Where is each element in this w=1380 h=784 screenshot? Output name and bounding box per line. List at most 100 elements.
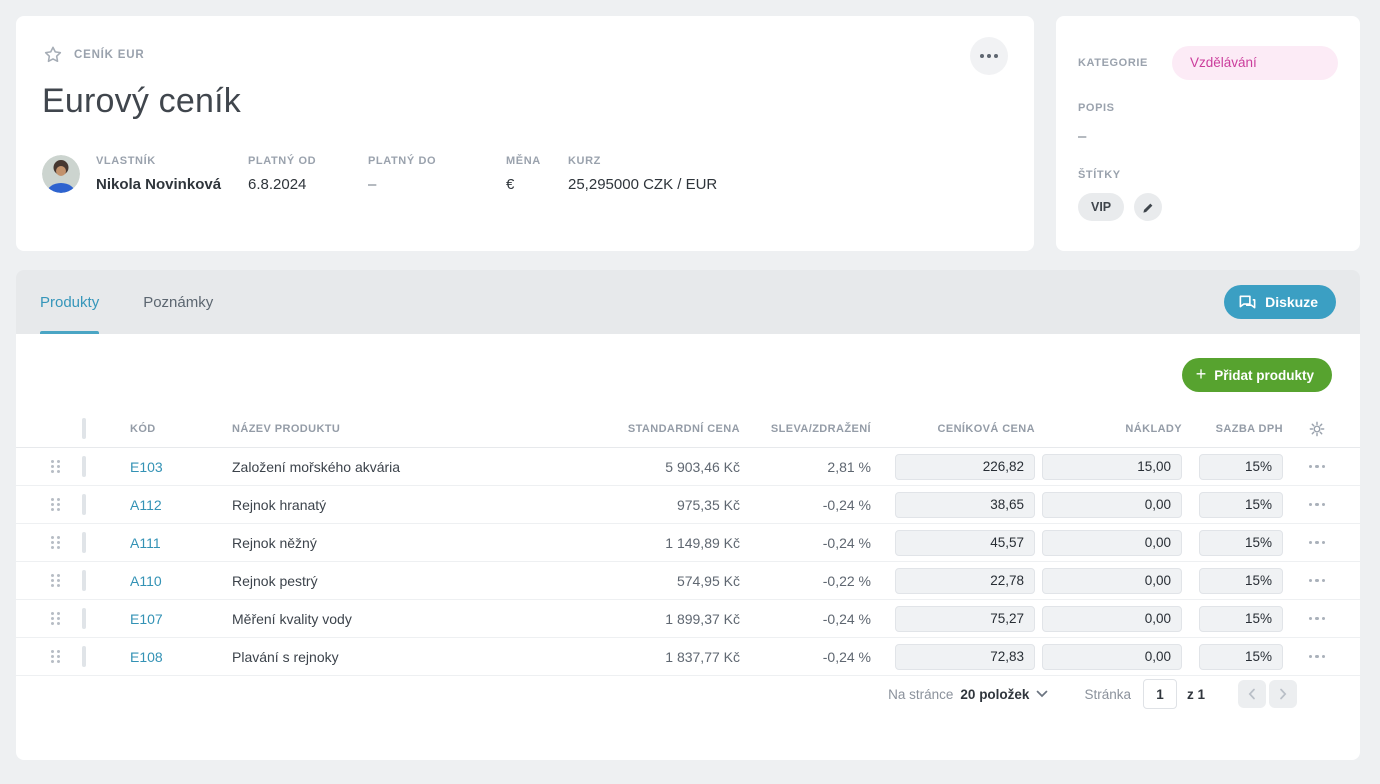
list-price-input[interactable] (895, 605, 1035, 632)
list-price-input[interactable] (895, 453, 1035, 480)
drag-handle-icon[interactable] (51, 650, 63, 663)
field-valid-from: PLATNÝ OD 6.8.2024 (248, 155, 317, 193)
drag-handle-icon[interactable] (51, 574, 63, 587)
col-standard-price: STANDARDNÍ CENA (627, 422, 740, 435)
standard-price-value: 1 899,37 Kč (665, 610, 740, 627)
tab-bar: Produkty Poznámky Diskuze (16, 270, 1360, 334)
row-checkbox[interactable] (82, 455, 86, 477)
gear-icon (1309, 421, 1325, 436)
change-percent-value: 2,81 % (827, 458, 871, 475)
costs-input[interactable] (1042, 605, 1182, 632)
vat-rate-input[interactable] (1199, 643, 1283, 670)
row-menu-button[interactable] (1307, 459, 1328, 475)
select-all-checkbox[interactable] (82, 417, 86, 439)
page-label: Stránka (1084, 686, 1131, 702)
col-change: SLEVA/ZDRAŽENÍ (770, 422, 871, 435)
vat-rate-input[interactable] (1199, 529, 1283, 556)
product-code-link[interactable]: A110 (130, 572, 162, 589)
chat-icon (1239, 295, 1256, 308)
tab-produkty[interactable]: Produkty (40, 270, 100, 334)
table-header-row: KÓD NÁZEV PRODUKTU STANDARDNÍ CENA SLEVA… (16, 410, 1360, 448)
owner-avatar (42, 155, 80, 193)
field-valid-to: PLATNÝ DO – (368, 155, 437, 193)
standard-price-value: 975,35 Kč (676, 496, 740, 513)
costs-input[interactable] (1042, 567, 1182, 594)
favorite-star-icon[interactable] (42, 44, 64, 66)
row-checkbox[interactable] (82, 493, 86, 515)
next-page-button[interactable] (1269, 680, 1297, 708)
drag-handle-icon[interactable] (51, 612, 63, 625)
row-checkbox[interactable] (82, 569, 86, 591)
change-percent-value: -0,24 % (822, 534, 871, 551)
description-value: – (1078, 128, 1087, 145)
prev-page-button[interactable] (1238, 680, 1266, 708)
row-checkbox[interactable] (82, 531, 86, 553)
row-checkbox[interactable] (82, 607, 86, 629)
product-code-link[interactable]: A112 (130, 496, 162, 513)
list-price-input[interactable] (895, 491, 1035, 518)
per-page-select[interactable]: Na stránce 20 položek (888, 687, 1048, 702)
table-settings-button[interactable] (1299, 420, 1335, 438)
row-menu-button[interactable] (1307, 573, 1328, 589)
chevron-right-icon (1280, 688, 1287, 700)
product-code-link[interactable]: E107 (130, 610, 163, 627)
list-price-input[interactable] (895, 529, 1035, 556)
field-currency: MĚNA € (506, 155, 541, 193)
plus-icon: + (1195, 364, 1207, 384)
costs-input[interactable] (1042, 643, 1182, 670)
vat-rate-input[interactable] (1199, 605, 1283, 632)
table-row: E103 Založení mořského akvária 5 903,46 … (16, 448, 1360, 486)
vat-rate-input[interactable] (1199, 491, 1283, 518)
col-costs: NÁKLADY (1125, 422, 1182, 435)
record-type-label: CENÍK EUR (74, 49, 145, 61)
tags-label: ŠTÍTKY (1078, 169, 1121, 181)
field-exchange-rate: KURZ 25,295000 CZK / EUR (568, 155, 718, 193)
add-products-button[interactable]: + Přidat produkty (1181, 358, 1332, 392)
row-menu-button[interactable] (1307, 649, 1328, 665)
product-code-link[interactable]: E103 (130, 458, 163, 475)
page-total: z 1 (1186, 686, 1205, 702)
costs-input[interactable] (1042, 491, 1182, 518)
change-percent-value: -0,24 % (822, 610, 871, 627)
col-code: KÓD (130, 422, 156, 435)
description-label: POPIS (1078, 102, 1115, 114)
drag-handle-icon[interactable] (51, 460, 63, 473)
table-body: E103 Založení mořského akvária 5 903,46 … (16, 448, 1360, 676)
standard-price-value: 1 149,89 Kč (665, 534, 740, 551)
discussion-button[interactable]: Diskuze (1224, 285, 1336, 319)
product-code-link[interactable]: A111 (130, 534, 161, 551)
change-percent-value: -0,24 % (822, 648, 871, 665)
vat-rate-input[interactable] (1199, 453, 1283, 480)
product-name: Rejnok pestrý (232, 572, 318, 589)
standard-price-value: 574,95 Kč (676, 572, 740, 589)
product-name: Měření kvality vody (232, 610, 352, 627)
table-row: A110 Rejnok pestrý 574,95 Kč -0,22 % (16, 562, 1360, 600)
change-percent-value: -0,22 % (822, 572, 871, 589)
drag-handle-icon[interactable] (51, 536, 63, 549)
page-number-input[interactable] (1142, 679, 1177, 709)
row-menu-button[interactable] (1307, 535, 1328, 551)
category-badge[interactable]: Vzdělávání (1171, 46, 1338, 80)
tag-vip[interactable]: VIP (1078, 193, 1125, 221)
costs-input[interactable] (1042, 529, 1182, 556)
tab-poznamky[interactable]: Poznámky (143, 293, 214, 311)
more-actions-button[interactable] (970, 37, 1008, 75)
edit-tags-button[interactable] (1134, 193, 1163, 221)
col-list-price: CENÍKOVÁ CENA (937, 422, 1035, 435)
drag-handle-icon[interactable] (51, 498, 63, 511)
row-menu-button[interactable] (1307, 497, 1328, 513)
row-checkbox[interactable] (82, 645, 86, 667)
list-price-input[interactable] (895, 643, 1035, 670)
chevron-down-icon (1037, 690, 1048, 698)
pricelist-header-card: CENÍK EUR Eurový ceník VLASTNÍK Nikola N… (16, 16, 1034, 251)
vat-rate-input[interactable] (1199, 567, 1283, 594)
chevron-left-icon (1248, 688, 1255, 700)
pencil-icon (1143, 203, 1153, 213)
product-name: Plavání s rejnoky (232, 648, 339, 665)
product-code-link[interactable]: E108 (130, 648, 163, 665)
product-name: Založení mořského akvária (232, 458, 401, 475)
row-menu-button[interactable] (1307, 611, 1328, 627)
costs-input[interactable] (1042, 453, 1182, 480)
table-row: A112 Rejnok hranatý 975,35 Kč -0,24 % (16, 486, 1360, 524)
list-price-input[interactable] (895, 567, 1035, 594)
